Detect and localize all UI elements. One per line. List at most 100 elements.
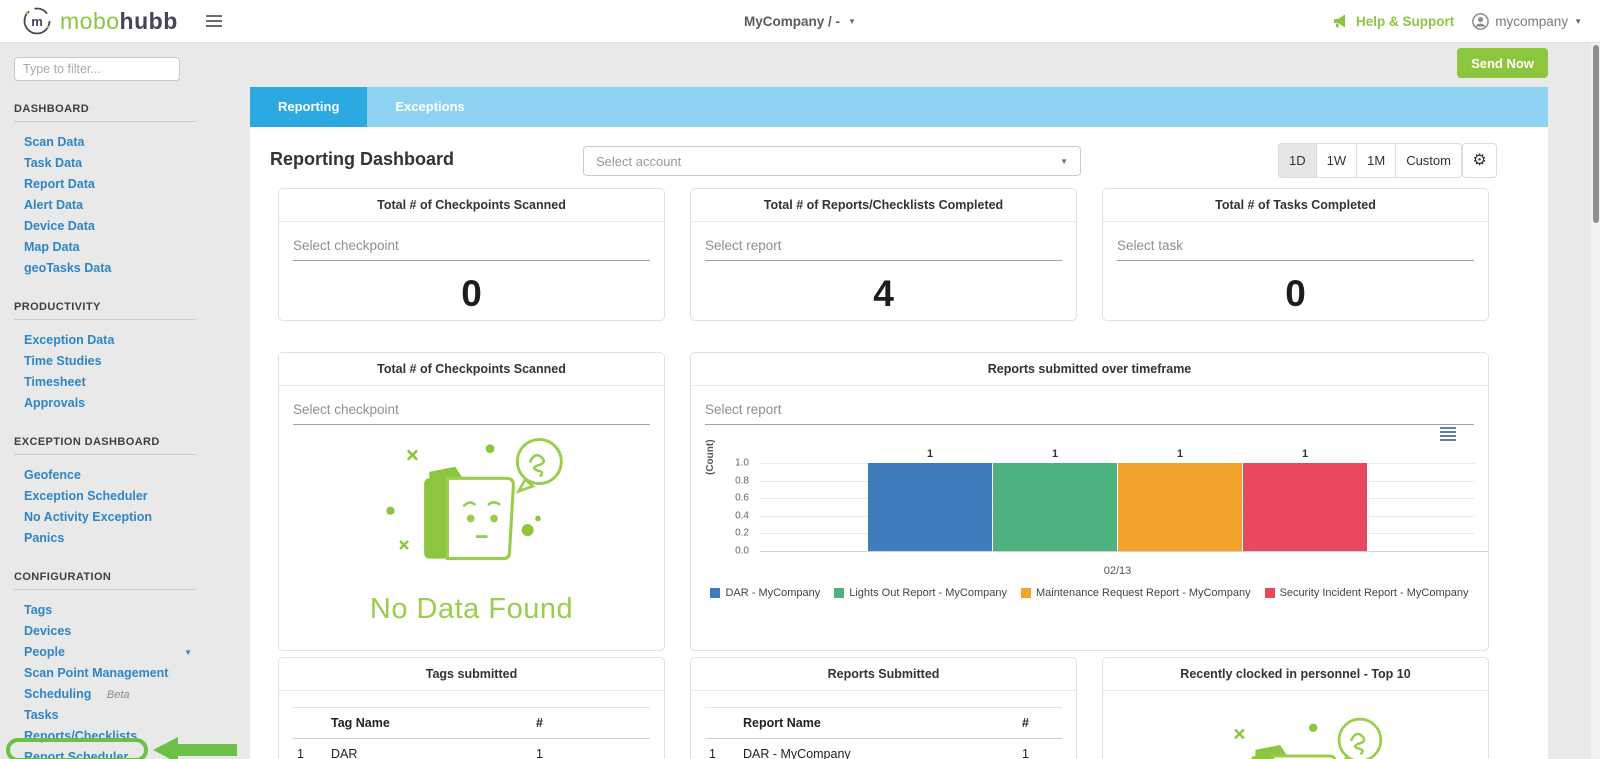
bar-dar[interactable]: 1 <box>868 463 992 551</box>
table-row[interactable]: 1 DAR 1 <box>293 739 650 759</box>
legend-dar[interactable]: DAR - MyCompany <box>710 587 820 599</box>
company-selector[interactable]: MyCompany / - ▼ <box>744 14 856 29</box>
card-title: Reports submitted over timeframe <box>691 353 1488 386</box>
report-select[interactable]: Select report <box>705 396 1474 425</box>
sidebar-item-geotasks-data[interactable]: geoTasks Data <box>0 258 250 279</box>
sidebar-item-report-scheduler[interactable]: Report Scheduler <box>0 747 250 759</box>
card-title: Total # of Tasks Completed <box>1103 189 1488 222</box>
card-title: Tags submitted <box>279 658 664 691</box>
sidebar-section-exception-dashboard: EXCEPTION DASHBOARD <box>14 436 236 448</box>
column-header-tag-name: Tag Name <box>327 708 532 739</box>
range-1m-button[interactable]: 1M <box>1356 143 1395 178</box>
sidebar-item-people-label: People <box>24 645 65 659</box>
card-title: Total # of Checkpoints Scanned <box>279 353 664 386</box>
table-row[interactable]: 1 DAR - MyCompany 1 <box>705 739 1062 759</box>
bar-lights-out[interactable]: 1 <box>993 463 1117 551</box>
legend-maintenance-request[interactable]: Maintenance Request Report - MyCompany <box>1021 587 1251 599</box>
x-axis-label: 02/13 <box>760 565 1475 577</box>
beta-badge: Beta <box>107 689 130 701</box>
sidebar-item-tags[interactable]: Tags <box>0 600 250 621</box>
stat-value: 0 <box>293 273 650 315</box>
tags-table: Tag Name # 1 DAR 1 <box>293 707 650 759</box>
no-data-folder-illustration <box>362 433 582 591</box>
sidebar-section-configuration: CONFIGURATION <box>14 571 236 583</box>
svg-text:m: m <box>31 14 43 29</box>
page-title: Reporting Dashboard <box>270 149 454 170</box>
sidebar: DASHBOARD Scan Data Task Data Report Dat… <box>0 43 250 759</box>
mobohubb-logo[interactable]: m mobohubb <box>22 6 178 36</box>
send-now-button[interactable]: Send Now <box>1457 48 1548 78</box>
column-header-count: # <box>1018 708 1062 739</box>
sidebar-item-no-activity-exception[interactable]: No Activity Exception <box>0 507 250 528</box>
tab-exceptions[interactable]: Exceptions <box>367 87 492 127</box>
legend-lights-out[interactable]: Lights Out Report - MyCompany <box>834 587 1007 599</box>
range-1w-button[interactable]: 1W <box>1316 143 1357 178</box>
sidebar-item-scan-data[interactable]: Scan Data <box>0 132 250 153</box>
chevron-down-icon: ▼ <box>848 17 856 26</box>
card-tasks-completed: Total # of Tasks Completed Select task 0 <box>1102 188 1489 321</box>
sidebar-item-devices[interactable]: Devices <box>0 621 250 642</box>
sidebar-item-tasks[interactable]: Tasks <box>0 705 250 726</box>
chevron-down-icon: ▼ <box>184 642 192 663</box>
sidebar-item-scheduling-label: Scheduling <box>24 687 91 701</box>
no-data-label: No Data Found <box>293 593 650 626</box>
divider <box>14 454 196 455</box>
sidebar-item-panics[interactable]: Panics <box>0 528 250 549</box>
stat-value: 0 <box>1117 273 1474 315</box>
sidebar-item-time-studies[interactable]: Time Studies <box>0 351 250 372</box>
task-select[interactable]: Select task <box>1117 232 1474 261</box>
range-1d-button[interactable]: 1D <box>1278 143 1316 178</box>
sidebar-item-geofence[interactable]: Geofence <box>0 465 250 486</box>
divider <box>14 589 196 590</box>
sidebar-item-scheduling[interactable]: Scheduling Beta <box>0 684 250 705</box>
column-header-count: # <box>532 708 650 739</box>
chart-menu-icon[interactable] <box>1440 425 1456 443</box>
sidebar-item-device-data[interactable]: Device Data <box>0 216 250 237</box>
card-checkpoints-scanned: Total # of Checkpoints Scanned Select ch… <box>278 188 665 321</box>
vertical-scrollbar[interactable] <box>1591 43 1600 759</box>
card-reports-submitted: Reports Submitted Report Name # 1 DAR - … <box>690 657 1077 759</box>
account-select[interactable]: Select account ▼ <box>583 146 1081 176</box>
megaphone-icon <box>1333 14 1349 28</box>
tab-reporting[interactable]: Reporting <box>250 87 367 127</box>
sidebar-item-report-data[interactable]: Report Data <box>0 174 250 195</box>
sidebar-item-task-data[interactable]: Task Data <box>0 153 250 174</box>
sidebar-item-exception-scheduler[interactable]: Exception Scheduler <box>0 486 250 507</box>
reports-table: Report Name # 1 DAR - MyCompany 1 <box>705 707 1062 759</box>
settings-gear-button[interactable]: ⚙ <box>1462 143 1497 178</box>
legend-security-incident[interactable]: Security Incident Report - MyCompany <box>1265 587 1469 599</box>
sidebar-item-scan-point-management[interactable]: Scan Point Management <box>0 663 250 684</box>
report-select[interactable]: Select report <box>705 232 1062 261</box>
sidebar-item-exception-data[interactable]: Exception Data <box>0 330 250 351</box>
sidebar-item-timesheet[interactable]: Timesheet <box>0 372 250 393</box>
checkpoint-select[interactable]: Select checkpoint <box>293 232 650 261</box>
card-reports-completed: Total # of Reports/Checklists Completed … <box>690 188 1077 321</box>
top-header: m mobohubb MyCompany / - ▼ Help & Suppor… <box>0 0 1600 43</box>
bar-security-incident[interactable]: 1 <box>1243 463 1367 551</box>
sidebar-item-people[interactable]: People ▼ <box>0 642 250 663</box>
main-content: Send Now Reporting Exceptions Reporting … <box>250 43 1548 759</box>
sidebar-filter-input[interactable] <box>23 62 184 76</box>
scrollbar-thumb[interactable] <box>1593 45 1599 223</box>
menu-toggle-icon[interactable] <box>206 12 222 30</box>
card-recently-clocked-in: Recently clocked in personnel - Top 10 <box>1102 657 1489 759</box>
card-checkpoints-scanned-chart: Total # of Checkpoints Scanned Select ch… <box>278 352 665 651</box>
logo-text: mobohubb <box>60 8 178 35</box>
range-custom-button[interactable]: Custom <box>1395 143 1462 178</box>
chart-legend: DAR - MyCompany Lights Out Report - MyCo… <box>705 587 1474 599</box>
tab-bar: Reporting Exceptions <box>250 87 1548 127</box>
stat-value: 4 <box>705 273 1062 315</box>
card-title: Recently clocked in personnel - Top 10 <box>1103 658 1488 691</box>
sidebar-item-alert-data[interactable]: Alert Data <box>0 195 250 216</box>
card-tags-submitted: Tags submitted Tag Name # 1 DAR <box>278 657 665 759</box>
reporting-panel: Reporting Dashboard Select account ▼ 1D … <box>250 127 1548 759</box>
sidebar-item-approvals[interactable]: Approvals <box>0 393 250 414</box>
help-support-link[interactable]: Help & Support <box>1333 14 1454 29</box>
sidebar-item-map-data[interactable]: Map Data <box>0 237 250 258</box>
bar-maintenance-request[interactable]: 1 <box>1118 463 1242 551</box>
sidebar-item-reports-checklists[interactable]: Reports/Checklists <box>0 726 250 747</box>
column-header-report-name: Report Name <box>739 708 1018 739</box>
checkpoint-select[interactable]: Select checkpoint <box>293 396 650 425</box>
user-menu[interactable]: mycompany ▼ <box>1472 13 1582 30</box>
divider <box>14 121 196 122</box>
